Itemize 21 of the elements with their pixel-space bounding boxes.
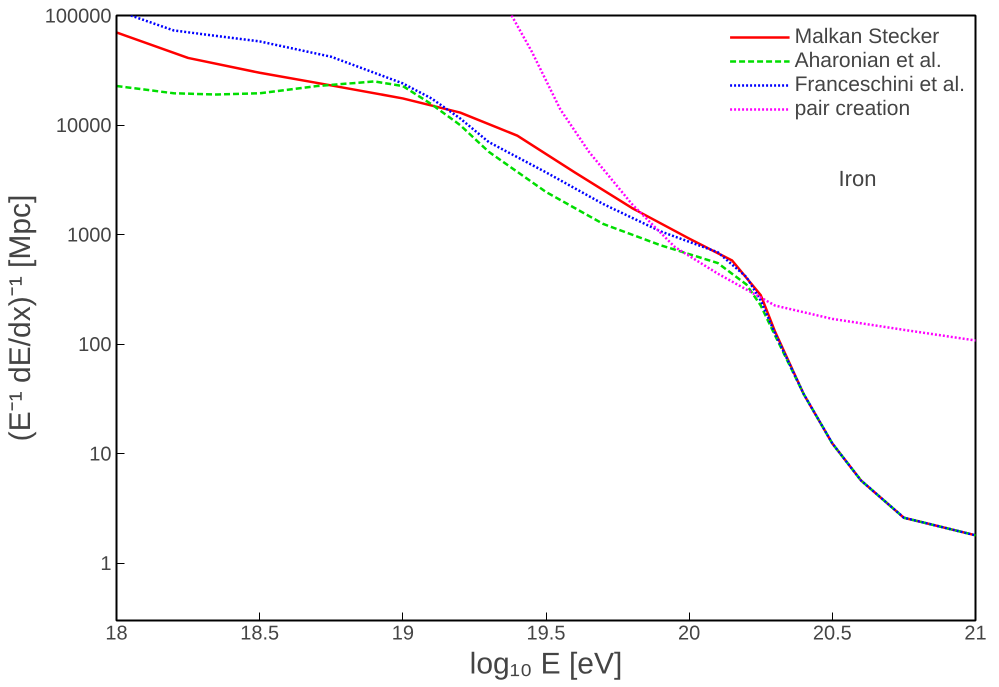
legend-label: Malkan Stecker bbox=[794, 25, 940, 49]
legend-label: pair creation bbox=[794, 97, 910, 121]
y-tick-label: 100 bbox=[78, 334, 112, 356]
y-tick-label: 1000 bbox=[67, 224, 112, 247]
x-tick-label: 18 bbox=[105, 622, 128, 644]
x-tick-label: 18.5 bbox=[240, 622, 280, 644]
legend-label: Aharonian et al. bbox=[794, 49, 942, 73]
y-tick-label: 10 bbox=[89, 444, 112, 466]
x-tick-label: 21 bbox=[964, 622, 987, 644]
line-series bbox=[510, 16, 976, 342]
y-tick-label: 100000 bbox=[44, 6, 112, 28]
annotation: Iron bbox=[838, 166, 876, 191]
x-tick-label: 19.5 bbox=[526, 622, 566, 644]
y-axis-title: (E⁻¹ dE/dx)⁻¹ [Mpc] bbox=[4, 194, 37, 442]
x-tick-label: 20.5 bbox=[812, 622, 852, 644]
legend-label: Franceschini et al. bbox=[794, 73, 965, 97]
x-axis-title: log₁₀ E [eV] bbox=[470, 648, 622, 680]
x-tick-label: 19 bbox=[392, 622, 414, 644]
y-tick-label: 10000 bbox=[56, 115, 112, 138]
x-tick-label: 20 bbox=[678, 622, 700, 644]
y-tick-label: 1 bbox=[100, 553, 112, 576]
